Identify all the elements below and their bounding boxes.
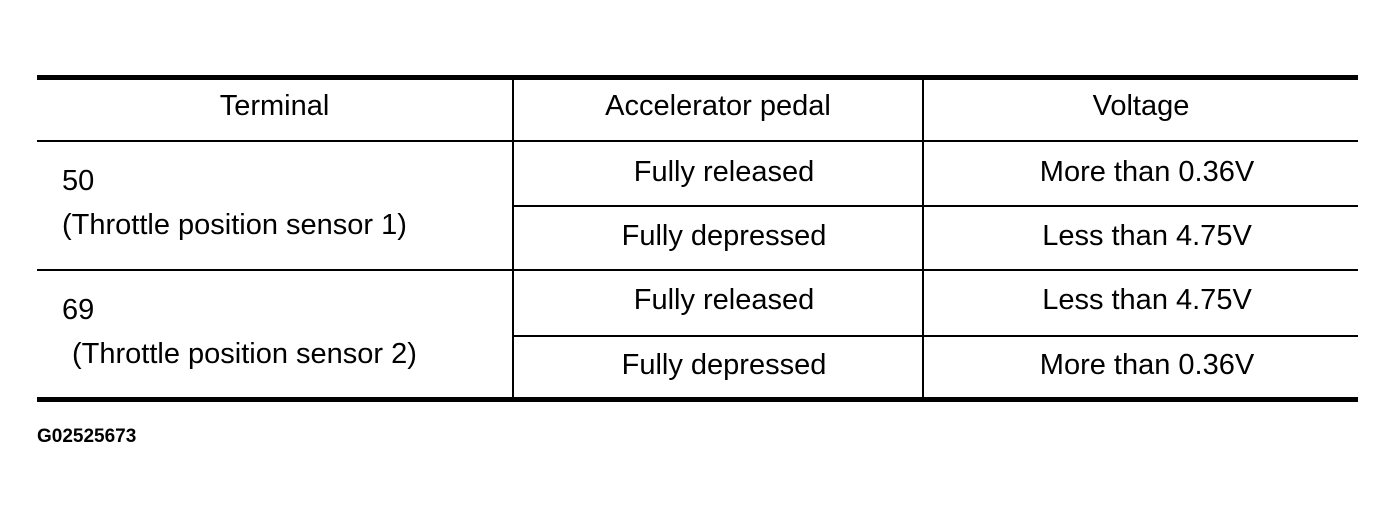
pedal-cell: Fully depressed [621,349,827,381]
figure-id: G02525673 [37,426,137,447]
header-voltage: Voltage [1092,90,1190,122]
row-rule [513,335,1358,337]
header-terminal: Terminal [219,90,330,122]
voltage-cell: Less than 4.75V [1042,284,1252,316]
voltage-cell: More than 0.36V [1039,156,1255,188]
column-divider [512,80,514,397]
pedal-cell: Fully depressed [621,220,827,252]
pedal-cell: Fully released [633,284,815,316]
row-rule [513,205,1358,207]
voltage-cell: Less than 4.75V [1042,220,1252,252]
column-divider [922,80,924,397]
terminal-number: 50 [62,165,95,197]
header-rule [37,140,1358,142]
terminal-description: (Throttle position sensor 1) [62,209,407,241]
terminal-description: (Throttle position sensor 2) [72,338,417,370]
terminal-number: 69 [62,294,95,326]
pedal-cell: Fully released [633,156,815,188]
group-rule [37,269,1358,271]
table-bottom-rule [37,397,1358,402]
header-accelerator-pedal: Accelerator pedal [605,90,831,122]
table-top-rule [37,75,1358,80]
voltage-cell: More than 0.36V [1039,349,1255,381]
